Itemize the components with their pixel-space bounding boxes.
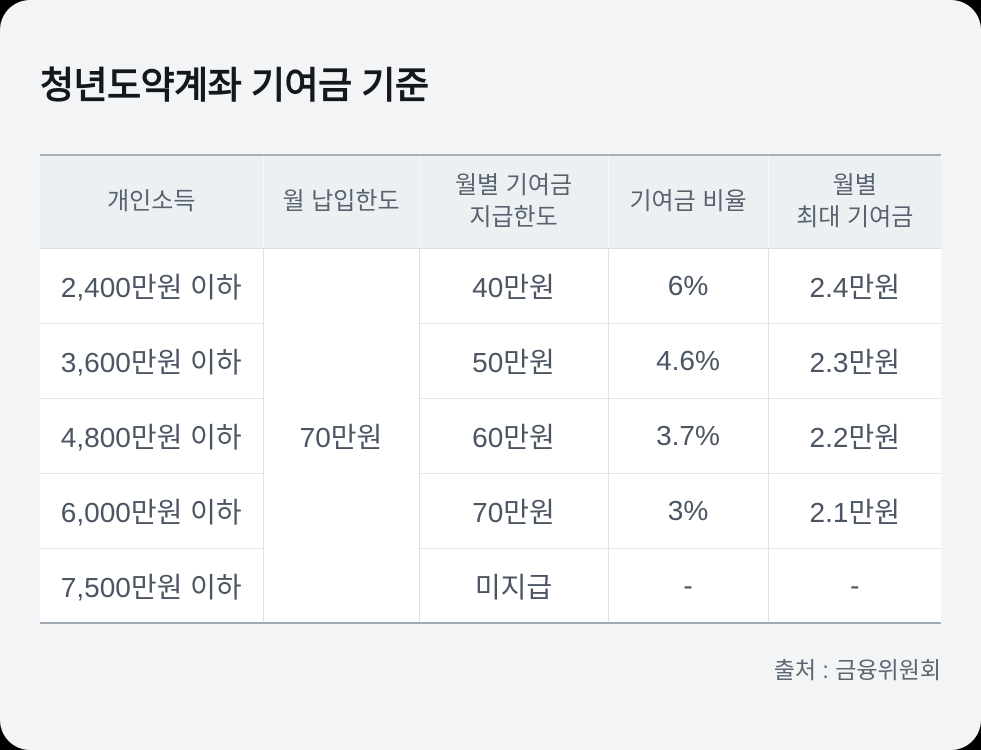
table-row: 7,500만원 이하 미지급 - - (40, 547, 941, 624)
rate-cell: 4.6% (607, 322, 768, 399)
rate-cell: 3% (607, 472, 768, 549)
rate-cell: 6% (607, 248, 768, 324)
table-row: 6,000만원 이하 70만원 3% 2.1만원 (40, 472, 941, 549)
contribution-limit-cell: 40만원 (418, 248, 608, 324)
income-cell: 2,400만원 이하 (40, 248, 263, 324)
contribution-limit-cell: 50만원 (418, 322, 608, 399)
contribution-limit-cell: 70만원 (418, 472, 608, 549)
col-header-monthly-max-contribution: 월별 최대 기여금 (767, 155, 941, 249)
rate-cell: - (607, 547, 768, 624)
rate-cell: 3.7% (607, 397, 768, 474)
card-content: 청년도약계좌 기여금 기준 개인소득 월 납입한도 월별 기여금 지급한도 기여… (40, 65, 941, 684)
income-cell: 6,000만원 이하 (40, 472, 263, 549)
col-header-monthly-contribution-limit: 월별 기여금 지급한도 (418, 155, 608, 249)
income-cell: 3,600만원 이하 (40, 322, 263, 399)
table-row: 2,400만원 이하 70만원 40만원 6% 2.4만원 (40, 248, 941, 624)
max-contribution-cell: 2.2만원 (767, 397, 941, 474)
header-row: 개인소득 월 납입한도 월별 기여금 지급한도 기여금 비율 월별 최대 기여금 (40, 155, 941, 249)
max-contribution-cell: 2.1만원 (767, 472, 941, 549)
table-row: 3,600만원 이하 50만원 4.6% 2.3만원 (40, 322, 941, 399)
table-row: 4,800만원 이하 60만원 3.7% 2.2만원 (40, 397, 941, 474)
max-contribution-cell: 2.4만원 (767, 248, 941, 324)
contribution-limit-cell: 미지급 (418, 547, 608, 624)
table-body: 2,400만원 이하 70만원 40만원 6% 2.4만원 3,600만원 이하… (40, 248, 941, 624)
max-contribution-cell: - (767, 547, 941, 624)
table-header: 개인소득 월 납입한도 월별 기여금 지급한도 기여금 비율 월별 최대 기여금 (40, 155, 941, 249)
col-header-monthly-deposit-limit: 월 납입한도 (262, 155, 419, 249)
col-header-contribution-rate: 기여금 비율 (607, 155, 768, 249)
income-cell: 4,800만원 이하 (40, 397, 263, 474)
deposit-limit-cell-merged: 70만원 (262, 248, 419, 624)
source-caption: 출처 : 금융위원회 (773, 657, 941, 684)
income-cell: 7,500만원 이하 (40, 547, 263, 624)
max-contribution-cell: 2.3만원 (767, 322, 941, 399)
contribution-limit-cell: 60만원 (418, 397, 608, 474)
col-header-income: 개인소득 (40, 155, 263, 249)
contribution-table: 개인소득 월 납입한도 월별 기여금 지급한도 기여금 비율 월별 최대 기여금… (40, 154, 941, 625)
page-title: 청년도약계좌 기여금 기준 (40, 65, 429, 106)
